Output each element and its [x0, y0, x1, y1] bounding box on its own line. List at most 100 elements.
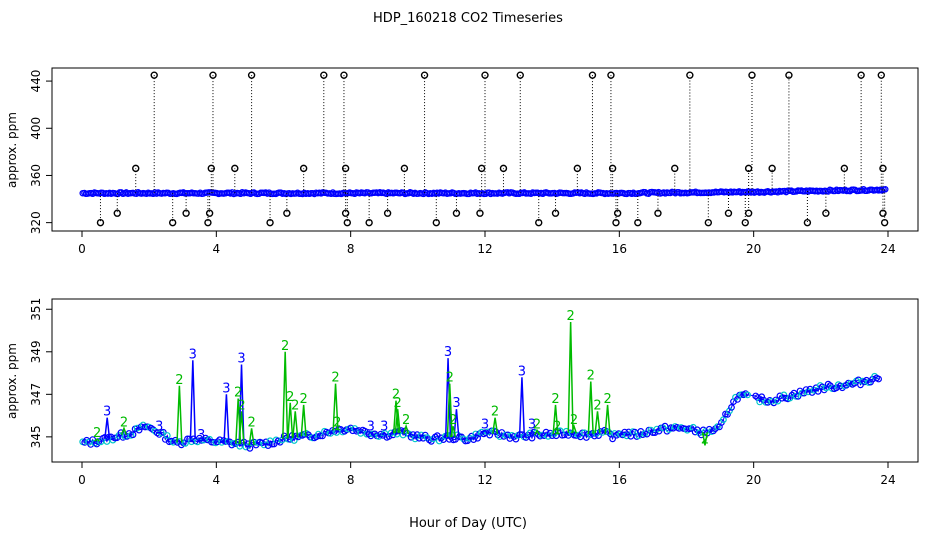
- top-x-tick-label: 4: [213, 242, 221, 256]
- outlier-point: [340, 71, 348, 79]
- spike-label: 2: [291, 398, 299, 413]
- baseline-point: [258, 439, 266, 447]
- outlier-point: [113, 209, 121, 217]
- outlier-point: [588, 71, 597, 79]
- outlier-point: [343, 218, 352, 227]
- spike-label: 2: [281, 339, 289, 354]
- spike-label: 2: [394, 396, 402, 411]
- baseline-point: [800, 389, 808, 397]
- outlier-point: [383, 209, 392, 217]
- baseline-point: [728, 404, 735, 411]
- spike-label: 2: [402, 413, 410, 428]
- spike-label: 2: [593, 398, 601, 413]
- outlier-point: [283, 209, 291, 217]
- outlier-point: [168, 218, 177, 227]
- outlier-point: [704, 218, 713, 227]
- spike-label: 2: [566, 309, 574, 324]
- bottom-y-tick-label: 349: [29, 340, 43, 363]
- baseline-point: [720, 416, 727, 424]
- figure-title: HDP_160218 CO2 Timeseries: [373, 11, 563, 26]
- spike-label: 2: [120, 415, 128, 430]
- spike-label: 2: [603, 392, 611, 407]
- outlier-point: [879, 209, 887, 217]
- outlier-point: [481, 71, 489, 79]
- bottom-baseline-points: [79, 372, 882, 452]
- spike-label: 2: [331, 371, 339, 386]
- outlier-point: [877, 71, 885, 79]
- spike-line: [334, 427, 341, 431]
- baseline-point: [171, 436, 179, 444]
- baseline-point: [202, 434, 210, 442]
- outlier-point: [573, 164, 582, 173]
- outlier-point: [551, 209, 560, 217]
- baseline-point: [81, 439, 89, 446]
- baseline-point: [528, 434, 536, 442]
- top-x-tick-label: 20: [746, 242, 761, 256]
- outlier-point: [182, 209, 190, 217]
- baseline-point: [133, 424, 141, 432]
- outlier-point: [654, 209, 662, 217]
- outlier-point: [840, 164, 849, 173]
- spike-line: [287, 402, 294, 439]
- baseline-point: [653, 425, 661, 433]
- baseline-point: [820, 386, 828, 394]
- spike-label: 2: [333, 415, 341, 430]
- spike-label: 2: [300, 392, 308, 407]
- spike-label: 2: [553, 420, 561, 435]
- spike-line: [176, 385, 183, 443]
- outlier-point: [432, 218, 441, 227]
- outlier-point: [744, 164, 753, 173]
- spike-line: [238, 364, 245, 445]
- outlier-point: [785, 71, 793, 79]
- baseline-point: [814, 387, 822, 395]
- baseline-point: [385, 433, 393, 440]
- spike-label: 3: [155, 420, 163, 435]
- outlier-point: [879, 164, 887, 173]
- top-plot-frame: [51, 67, 919, 232]
- top-series-0: [150, 71, 885, 194]
- top-x-tick-label: 12: [477, 242, 492, 256]
- spike-line: [604, 404, 611, 435]
- spike-label: 2: [446, 371, 454, 386]
- spike-line: [554, 431, 560, 435]
- spike-line: [248, 428, 255, 446]
- spike-label: 2: [234, 386, 242, 401]
- spike-label: 2: [449, 413, 457, 428]
- outlier-point: [634, 218, 642, 227]
- spike-label: 3: [367, 420, 375, 435]
- baseline-point: [512, 435, 520, 443]
- spike-line: [223, 394, 230, 443]
- spike-label: 2: [570, 413, 578, 428]
- top-series-2: [96, 189, 889, 227]
- baseline-point: [548, 432, 556, 440]
- baseline-point: [724, 411, 731, 418]
- spike-label: 2: [533, 417, 541, 432]
- top-axes: 0 4 8 12 16 20 24 320 360 400 440: [29, 70, 896, 256]
- baseline-point: [139, 421, 147, 429]
- top-x-tick-label: 0: [78, 242, 86, 256]
- baseline-point: [798, 389, 806, 397]
- outlier-point: [247, 71, 256, 79]
- spike-label: 2: [701, 432, 709, 447]
- spike-line: [238, 411, 245, 445]
- outlier-point: [204, 218, 212, 227]
- outlier-point: [608, 164, 617, 173]
- outlier-point: [744, 209, 753, 217]
- bottom-x-tick-label: 24: [880, 473, 895, 487]
- bottom-x-tick-label: 12: [477, 473, 492, 487]
- baseline-point: [214, 438, 222, 446]
- bottom-y-tick-label: 345: [29, 425, 43, 448]
- top-y-tick-label: 360: [29, 164, 43, 187]
- bottom-x-tick-label: 0: [78, 473, 86, 487]
- top-x-tick-label: 24: [880, 242, 895, 256]
- spike-line: [120, 426, 128, 435]
- outlier-point: [748, 71, 756, 79]
- outlier-point: [341, 164, 350, 173]
- spike-line: [332, 383, 339, 431]
- spike-line: [552, 404, 559, 435]
- spike-line: [491, 417, 499, 434]
- outlier-point: [320, 71, 328, 79]
- top-y-axis-label: approx. ppm: [5, 112, 19, 188]
